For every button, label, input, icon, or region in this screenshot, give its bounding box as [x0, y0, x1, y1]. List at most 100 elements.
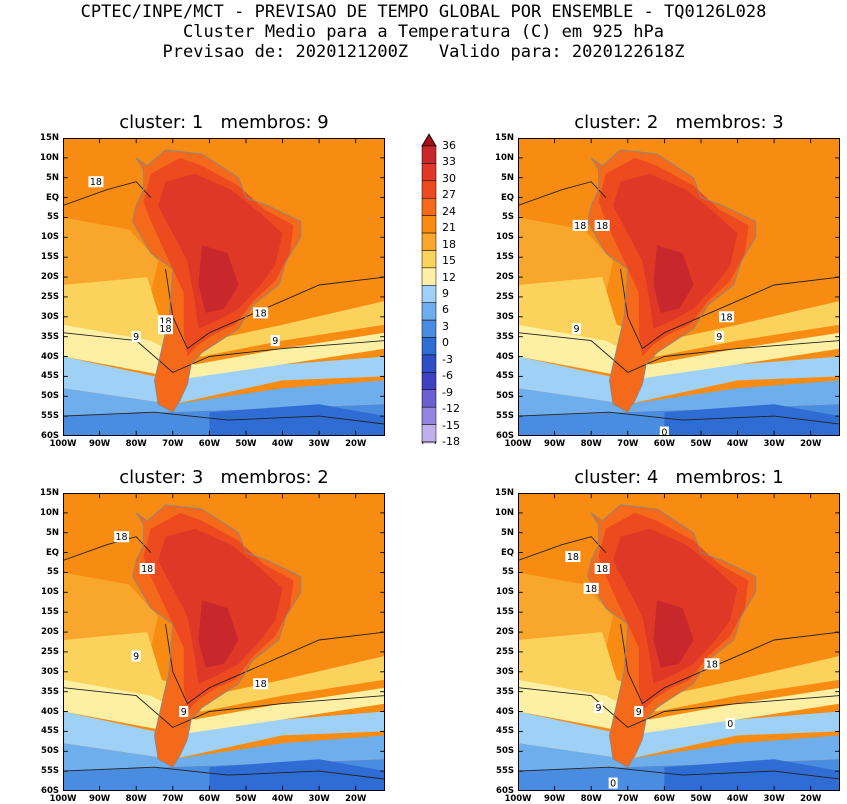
latitude-label: 15S [496, 252, 514, 263]
longitude-label: 90W [88, 439, 111, 449]
colorbar-tick-label: 36 [442, 139, 456, 152]
latitude-label: 10S [41, 587, 59, 598]
longitude-label: 60W [653, 794, 675, 804]
contour-label: 0 [727, 719, 733, 730]
contour-label-box [608, 777, 618, 789]
colorbar-tick-label: 12 [442, 270, 456, 284]
contour-label: 0 [610, 779, 616, 790]
latitude-label: 30S [496, 311, 514, 322]
longitude-label: 90W [88, 794, 111, 804]
longitude-label: 80W [580, 794, 602, 804]
latitude-label: 45S [41, 726, 59, 737]
longitude-label: 100W [49, 439, 77, 449]
contour-label-box [572, 219, 588, 231]
contour-label: 18 [585, 584, 597, 595]
latitude-label: 10N [495, 152, 514, 163]
contour-label-box [565, 551, 581, 563]
contour-label-box [725, 717, 735, 729]
latitude-label: 60S [496, 431, 514, 441]
longitude-label: 100W [49, 794, 77, 804]
contour-label: 18 [159, 316, 171, 327]
latitude-label: 15N [495, 133, 514, 143]
contour-label-box [594, 219, 610, 231]
latitude-label: 30S [496, 666, 514, 677]
latitude-label: 5S [46, 567, 59, 578]
longitude-label: 80W [125, 439, 147, 449]
contour-label-box [270, 335, 280, 347]
header-line-2: Cluster Medio para a Temperatura (C) em … [182, 22, 665, 42]
colorbar-tick-label: -12 [442, 402, 460, 416]
contour-label: 9 [636, 707, 642, 718]
latitude-label: 15N [40, 488, 59, 498]
latitude-label: 50S [41, 746, 59, 757]
latitude-label: 15N [40, 133, 59, 143]
contour-label-box [157, 315, 173, 327]
longitude-label: 60W [198, 794, 220, 804]
latitude-label: 60S [41, 431, 59, 441]
latitude-label: 5S [501, 567, 514, 578]
longitude-label: 70W [162, 439, 184, 449]
latitude-label: 10N [40, 152, 59, 163]
longitude-label: 20W [800, 439, 822, 449]
contour-label-box [88, 176, 104, 188]
latitude-label: 35S [41, 686, 59, 697]
longitude-label: 30W [308, 794, 330, 804]
longitude-label: 40W [726, 794, 749, 804]
temperature-colorbar [421, 133, 437, 444]
contour-label: 18 [721, 312, 733, 323]
latitude-label: EQ [45, 192, 59, 203]
latitude-label: 5N [45, 527, 59, 538]
latitude-label: 15N [495, 488, 514, 498]
latitude-label: 50S [496, 391, 514, 402]
longitude-label: 20W [345, 794, 367, 804]
colorbar-tick-label: -6 [442, 369, 453, 383]
latitude-label: 30S [41, 666, 59, 677]
colorbar-tick-label: -9 [442, 385, 453, 399]
colorbar-tick-label: 3 [442, 319, 449, 333]
panel-title: cluster: 4 membros: 1 [574, 467, 784, 488]
latitude-label: 60S [496, 786, 514, 796]
contour-label-box [253, 678, 269, 690]
longitude-label: 60W [198, 439, 220, 449]
longitude-label: 50W [690, 439, 712, 449]
contour-label: 9 [272, 336, 278, 347]
latitude-label: 35S [496, 331, 514, 342]
colorbar-tick-label: 21 [442, 221, 456, 235]
longitude-label: 40W [271, 794, 294, 804]
colorbar-tick-label: 33 [442, 155, 456, 169]
latitude-label: 20S [41, 272, 59, 283]
contour-label-box [719, 311, 735, 323]
latitude-label: 20S [496, 272, 514, 283]
contour-label-box [634, 706, 644, 718]
contour-label: 9 [574, 324, 580, 335]
colorbar-tick-label: 30 [442, 171, 456, 185]
contour-label: 18 [141, 564, 153, 575]
panel-title: cluster: 1 membros: 9 [119, 112, 329, 133]
latitude-label: 15S [41, 252, 59, 263]
longitude-label: 30W [308, 439, 330, 449]
contour-label: 18 [574, 221, 586, 232]
latitude-label: 40S [496, 706, 514, 717]
contour-label-box [594, 562, 610, 574]
latitude-label: 35S [41, 331, 59, 342]
colorbar-tick-label: 18 [442, 237, 456, 251]
latitude-label: 10N [40, 507, 59, 518]
latitude-label: 5S [46, 212, 59, 223]
longitude-label: 20W [800, 794, 822, 804]
longitude-label: 60W [653, 439, 675, 449]
colorbar-tick-label: -3 [442, 352, 453, 366]
colorbar-tick-label: 0 [442, 336, 449, 350]
colorbar-tick-label: 15 [442, 254, 456, 268]
contour-label-box [714, 331, 724, 343]
contour-label-box [659, 426, 669, 436]
contour-label-box [114, 531, 130, 543]
contour-label: 18 [567, 552, 579, 563]
contour-label: 18 [706, 659, 718, 670]
panel-title: cluster: 2 membros: 3 [574, 112, 784, 133]
contour-label-box [131, 650, 141, 662]
longitude-label: 80W [125, 794, 147, 804]
longitude-label: 30W [763, 439, 785, 449]
latitude-label: 55S [41, 411, 59, 422]
latitude-label: EQ [500, 192, 514, 203]
